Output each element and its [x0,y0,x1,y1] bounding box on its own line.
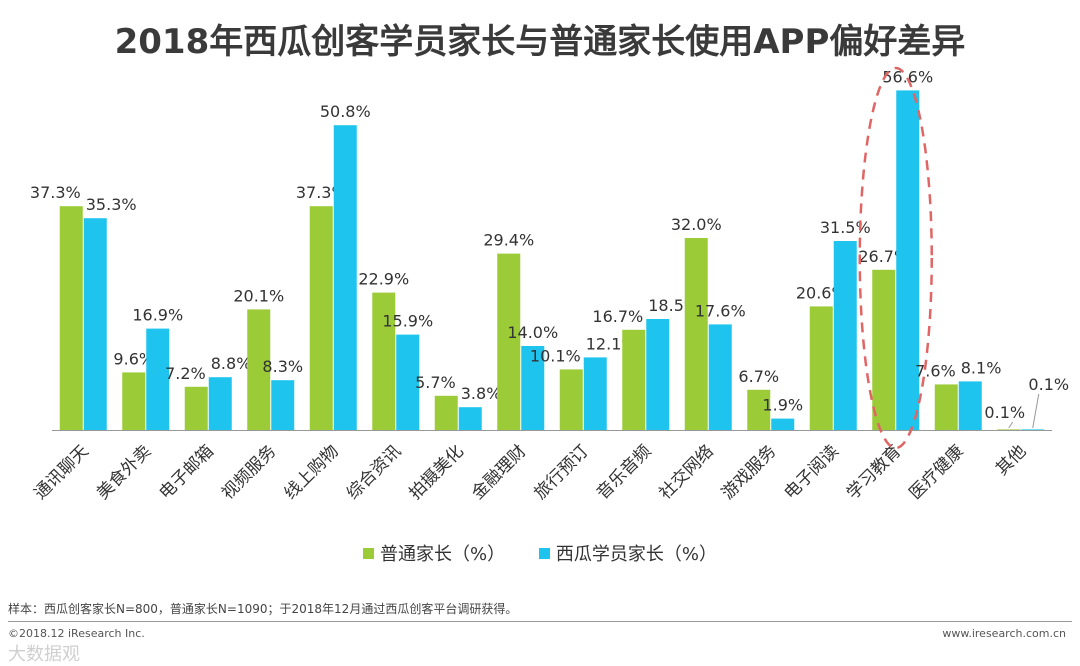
bar-s1-8 [559,369,583,430]
bar-s2-2 [208,377,232,430]
bar-s1-10 [684,238,708,430]
category-label-4: 线上购物 [281,441,343,503]
bar-s2-1 [146,328,170,430]
data-label-s1-9: 16.7% [592,307,643,326]
data-label-s2-0: 35.3% [86,195,137,214]
bar-s1-15 [997,429,1021,430]
data-label-s2-3: 8.3% [262,357,303,376]
data-label-s2-10: 17.6% [695,301,746,320]
category-label-2: 电子邮箱 [156,441,218,503]
bar-s2-0 [83,218,107,430]
category-label-9: 音乐音频 [593,441,655,503]
bar-s2-15 [1021,429,1045,430]
data-label-s1-2: 7.2% [165,364,206,383]
bar-s1-3 [247,309,271,430]
category-label-6: 拍摄美化 [406,441,468,503]
bar-s1-11 [747,389,771,430]
category-label-7: 金融理财 [468,441,530,503]
bar-s2-9 [646,319,670,430]
highlight-ellipse [858,66,933,450]
legend-swatch-series-1 [363,547,375,559]
data-label-s1-7: 29.4% [483,231,534,250]
category-label-5: 综合资讯 [343,441,405,503]
sample-note: 样本：西瓜创客家长N=800，普通家长N=1090；于2018年12月通过西瓜创… [8,602,518,616]
category-label-10: 社交网络 [656,441,718,503]
bar-s1-2 [184,386,208,430]
data-label-s2-12: 31.5% [820,218,871,237]
bar-s2-10 [708,324,732,430]
bar-s1-14 [934,384,958,430]
data-label-s2-15: 0.1% [1028,375,1069,394]
bar-s2-4 [333,125,357,430]
bar-s1-5 [372,292,396,430]
data-label-s2-2: 8.8% [211,354,252,373]
legend-swatch-series-2 [538,547,550,559]
category-label-3: 视频服务 [218,441,280,503]
website-url: www.iresearch.com.cn [942,627,1066,640]
label-leader-0 [1008,421,1014,429]
data-label-s2-6: 3.8% [461,384,502,403]
legend-item-series-1: 普通家长（%） [363,540,505,566]
bar-s1-7 [497,253,521,430]
copyright: ©2018.12 iResearch Inc. [8,627,145,640]
bar-s1-4 [309,206,333,430]
label-leader-1 [1032,393,1040,429]
bar-s2-14 [958,381,982,430]
data-label-s2-1: 16.9% [132,306,183,325]
bar-s1-9 [622,329,646,430]
bar-s2-7 [521,346,545,430]
legend-label-series-2: 西瓜学员家长（%） [555,544,717,565]
bar-s2-8 [583,357,607,430]
legend: 普通家长（%） 西瓜学员家长（%） [0,540,1080,566]
data-label-s1-0: 37.3% [30,183,81,202]
legend-item-series-2: 西瓜学员家长（%） [538,540,717,566]
category-label-12: 电子阅读 [781,441,843,503]
bar-s1-1 [122,372,146,430]
bar-s2-3 [271,380,295,430]
footer-divider [8,621,1072,622]
category-label-8: 旅行预订 [531,441,593,503]
data-label-s2-5: 15.9% [382,312,433,331]
category-label-1: 美食外卖 [93,441,155,503]
data-label-s1-5: 22.9% [358,270,409,289]
bar-s1-6 [434,395,458,430]
data-label-s2-7: 14.0% [507,323,558,342]
data-label-s1-14: 7.6% [915,361,956,380]
bar-s2-13 [896,90,920,431]
bar-s1-12 [809,306,833,430]
category-label-13: 学习教育 [843,441,905,503]
data-label-s1-11: 6.7% [738,367,779,386]
data-label-s2-11: 1.9% [762,396,803,415]
data-label-s1-3: 20.1% [233,286,284,305]
data-label-s1-8: 10.1% [530,346,581,365]
bar-s1-13 [872,269,896,430]
data-label-s1-10: 32.0% [671,215,722,234]
legend-label-series-1: 普通家长（%） [380,544,506,565]
category-label-11: 游戏服务 [718,441,780,503]
category-label-0: 通讯聊天 [31,441,93,503]
data-label-s1-15: 0.1% [984,403,1025,422]
bar-s2-6 [458,407,482,430]
data-label-s2-13: 56.6% [882,67,933,86]
chart-title: 2018年西瓜创客学员家长与普通家长使用APP偏好差异 [114,22,966,62]
bar-s1-0 [59,206,83,430]
watermark: 大数据观 [8,644,80,665]
bar-s2-11 [771,418,795,430]
data-label-s2-14: 8.1% [961,358,1002,377]
bar-s2-5 [396,334,420,430]
category-label-15: 其他 [992,441,1030,479]
data-label-s1-6: 5.7% [415,373,456,392]
category-label-14: 医疗健康 [906,441,968,503]
bar-chart: 37.3% 35.3% 通讯聊天 9.6% 16.9% 美食外卖 7.2% 8.8% 电子邮箱 2… [30,66,1069,504]
data-label-s2-4: 50.8% [320,102,371,121]
data-label-s1-1: 9.6% [113,349,154,368]
bar-s2-12 [833,241,857,430]
